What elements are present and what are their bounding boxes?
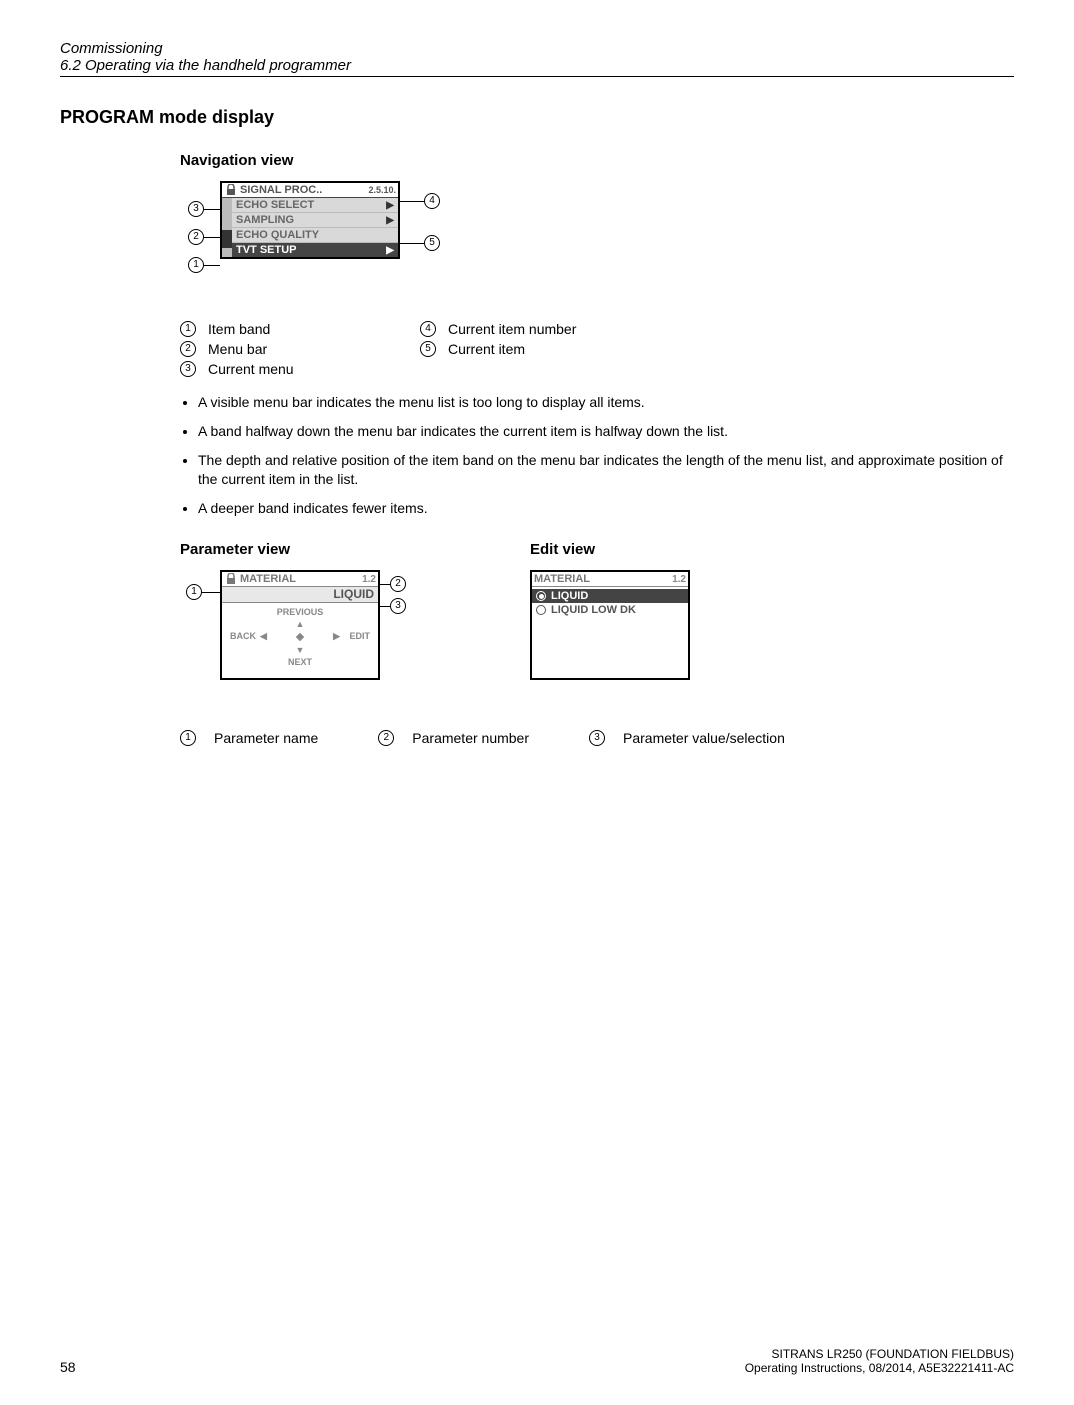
leader-line: [204, 209, 220, 210]
lcd-nav-item: SAMPLING▶: [232, 213, 398, 228]
leader-line: [380, 584, 390, 585]
navpad-back: BACK: [230, 631, 256, 641]
lcd-nav-scrollbar-thumb: [222, 230, 232, 248]
lcd-edit-option-selected: LIQUID: [532, 589, 688, 603]
legend-num: 1: [180, 321, 196, 337]
nav-bullets: A visible menu bar indicates the menu li…: [180, 393, 1014, 517]
legend-num: 5: [420, 341, 436, 357]
legend-text: Current item number: [448, 321, 576, 337]
leader-line: [202, 592, 220, 593]
lcd-nav-item-selected: TVT SETUP▶: [232, 243, 398, 257]
param-view-heading: Parameter view: [180, 541, 410, 558]
legend-num: 1: [180, 730, 196, 746]
legend-num: 3: [589, 730, 605, 746]
lock-icon: [224, 573, 238, 585]
lcd-nav-titlebar: SIGNAL PROC.. 2.5.10.: [222, 183, 398, 198]
arrow-up-icon: ▲: [296, 619, 305, 629]
legend-num: 3: [180, 361, 196, 377]
leader-line: [400, 201, 424, 202]
lcd-nav-item: ECHO QUALITY: [232, 228, 398, 243]
lcd-nav-items: ECHO SELECT▶ SAMPLING▶ ECHO QUALITY TVT …: [232, 198, 398, 257]
lcd-nav-title: SIGNAL PROC..: [240, 184, 322, 196]
lcd-nav: SIGNAL PROC.. 2.5.10. ECHO SELECT▶ SAMPL…: [220, 181, 400, 259]
callout-4: 4: [424, 193, 440, 209]
lcd-edit-options: LIQUID LIQUID LOW DK: [532, 587, 688, 619]
navpad-next: NEXT: [288, 657, 312, 667]
nav-view-heading: Navigation view: [180, 152, 1014, 169]
callout-5: 5: [424, 235, 440, 251]
legend-text: Parameter name: [214, 730, 318, 746]
lcd-param-title: MATERIAL: [240, 573, 296, 585]
callout-1: 1: [188, 257, 204, 273]
bullet-item: A deeper band indicates fewer items.: [198, 499, 1014, 518]
param-view-figure: MATERIAL 1.2 LIQUID PREVIOUS BACK EDIT N…: [180, 570, 410, 700]
page-header: Commissioning 6.2 Operating via the hand…: [60, 40, 1014, 77]
radio-selected-icon: [536, 591, 546, 601]
legend-num: 2: [180, 341, 196, 357]
legend-text: Parameter number: [412, 730, 529, 746]
arrow-down-icon: ▼: [296, 645, 305, 655]
bullet-item: A visible menu bar indicates the menu li…: [198, 393, 1014, 412]
lcd-param-title-num: 1.2: [362, 574, 376, 585]
arrow-right-icon: ▶: [333, 631, 340, 642]
legend-text: Parameter value/selection: [623, 730, 785, 746]
legend-num: 4: [420, 321, 436, 337]
bullet-item: A band halfway down the menu bar indicat…: [198, 422, 1014, 441]
edit-view-heading: Edit view: [530, 541, 690, 558]
page-number: 58: [60, 1359, 76, 1375]
lcd-param: MATERIAL 1.2 LIQUID PREVIOUS BACK EDIT N…: [220, 570, 380, 680]
lcd-param-navpad: PREVIOUS BACK EDIT NEXT ▲ ▼ ◀ ▶: [222, 603, 378, 671]
leader-line: [204, 237, 220, 238]
lcd-edit-title-num: 1.2: [672, 574, 686, 585]
chevron-right-icon: ▶: [386, 245, 394, 256]
lcd-edit: MATERIAL 1.2 LIQUID LIQUID LOW DK: [530, 570, 690, 680]
lcd-edit-option: LIQUID LOW DK: [532, 603, 688, 617]
nav-legend: 1 Item band 4 Current item number 2 Menu ba…: [180, 321, 1014, 377]
nav-view-figure: SIGNAL PROC.. 2.5.10. ECHO SELECT▶ SAMPL…: [180, 181, 460, 311]
navpad-edit: EDIT: [349, 631, 370, 641]
bullet-item: The depth and relative position of the i…: [198, 451, 1014, 489]
footer-product: SITRANS LR250 (FOUNDATION FIELDBUS): [745, 1347, 1014, 1361]
section-title: PROGRAM mode display: [60, 107, 1014, 128]
lcd-nav-title-num: 2.5.10.: [368, 185, 396, 195]
leader-line: [380, 606, 390, 607]
legend-text: Item band: [208, 321, 270, 337]
callout-2: 2: [188, 229, 204, 245]
header-chapter: Commissioning: [60, 40, 1014, 57]
navpad-prev: PREVIOUS: [277, 607, 324, 617]
chevron-right-icon: ▶: [386, 200, 394, 211]
legend-text: Current menu: [208, 361, 294, 377]
navpad-center-icon: [296, 633, 304, 641]
lcd-param-titlebar: MATERIAL 1.2: [222, 572, 378, 587]
lcd-param-value: LIQUID: [222, 587, 378, 603]
param-legend: 1 Parameter name 2 Parameter number 3 Param…: [180, 730, 1014, 746]
lcd-nav-item: ECHO SELECT▶: [232, 198, 398, 213]
lcd-nav-scrollbar: [222, 198, 232, 257]
legend-text: Current item: [448, 341, 525, 357]
callout-3: 3: [390, 598, 406, 614]
legend-num: 2: [378, 730, 394, 746]
lcd-edit-title: MATERIAL: [534, 573, 590, 585]
radio-icon: [536, 605, 546, 615]
lock-icon: [224, 184, 238, 196]
header-section: 6.2 Operating via the handheld programme…: [60, 57, 1014, 74]
callout-3: 3: [188, 201, 204, 217]
callout-2: 2: [390, 576, 406, 592]
legend-text: Menu bar: [208, 341, 267, 357]
lcd-edit-titlebar: MATERIAL 1.2: [532, 572, 688, 587]
leader-line: [400, 243, 424, 244]
leader-line: [204, 265, 220, 266]
page-footer: 58 SITRANS LR250 (FOUNDATION FIELDBUS) O…: [60, 1347, 1014, 1375]
footer-docline: Operating Instructions, 08/2014, A5E3222…: [745, 1361, 1014, 1375]
chevron-right-icon: ▶: [386, 215, 394, 226]
callout-1: 1: [186, 584, 202, 600]
arrow-left-icon: ◀: [260, 631, 267, 642]
